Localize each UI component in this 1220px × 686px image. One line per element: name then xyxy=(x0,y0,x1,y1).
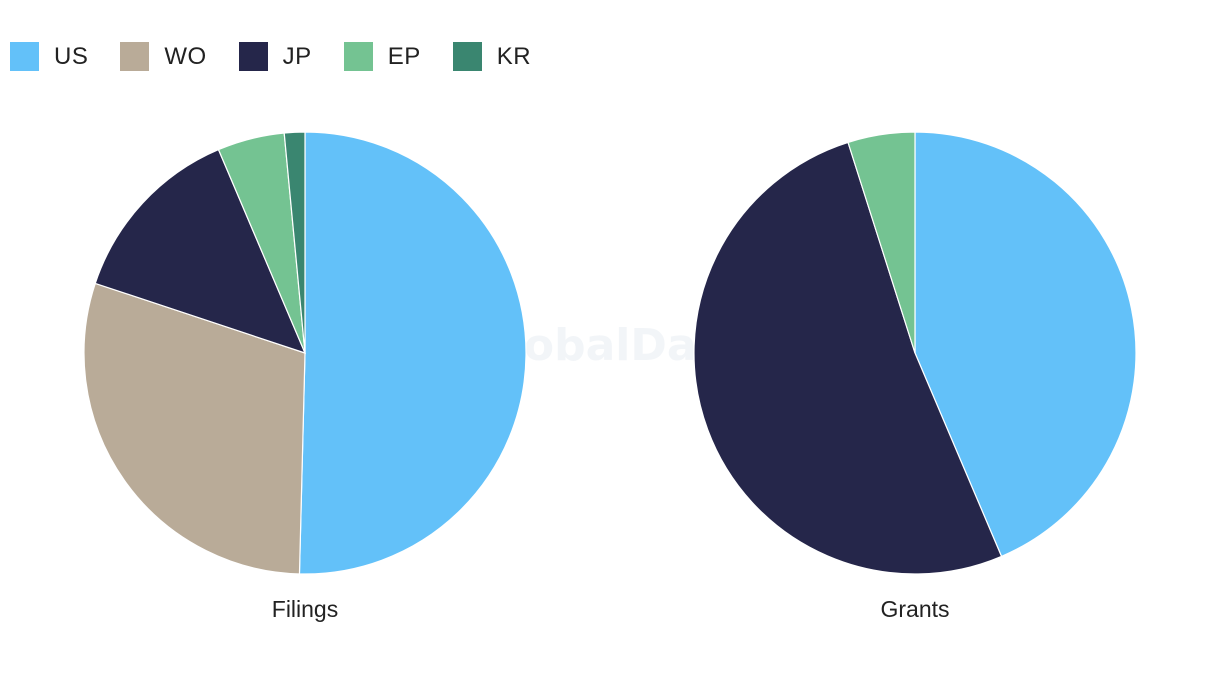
legend-swatch-kr xyxy=(452,42,482,71)
legend-item-us[interactable]: US xyxy=(10,42,88,71)
legend-label-jp: JP xyxy=(282,42,312,70)
legend-swatch-us xyxy=(10,42,39,71)
grants-slice-ep[interactable] xyxy=(847,131,916,354)
pie-filings xyxy=(83,131,527,575)
grants-slice-us[interactable] xyxy=(914,131,1137,558)
filings-slice-jp[interactable] xyxy=(94,148,307,354)
legend-label-ep: EP xyxy=(387,42,421,70)
grants-slice-jp[interactable] xyxy=(693,141,1003,575)
legend-item-kr[interactable]: KR xyxy=(452,42,532,71)
legend-swatch-ep xyxy=(343,42,373,71)
legend-label-kr: KR xyxy=(496,42,532,70)
pie-title-filings: Filings xyxy=(272,596,338,622)
filings-slice-kr[interactable] xyxy=(283,131,306,354)
legend: US WO JP EP KR xyxy=(10,42,563,71)
pie-grants xyxy=(693,131,1137,575)
legend-item-jp[interactable]: JP xyxy=(238,42,312,71)
filings-slice-wo[interactable] xyxy=(83,282,306,575)
legend-label-wo: WO xyxy=(164,42,207,70)
pie-title-grants: Grants xyxy=(880,596,949,622)
legend-swatch-jp xyxy=(238,42,268,71)
legend-item-wo[interactable]: WO xyxy=(120,42,206,71)
legend-item-ep[interactable]: EP xyxy=(343,42,421,71)
legend-label-us: US xyxy=(54,42,89,70)
legend-swatch-wo xyxy=(120,42,150,71)
filings-slice-us[interactable] xyxy=(298,131,527,575)
